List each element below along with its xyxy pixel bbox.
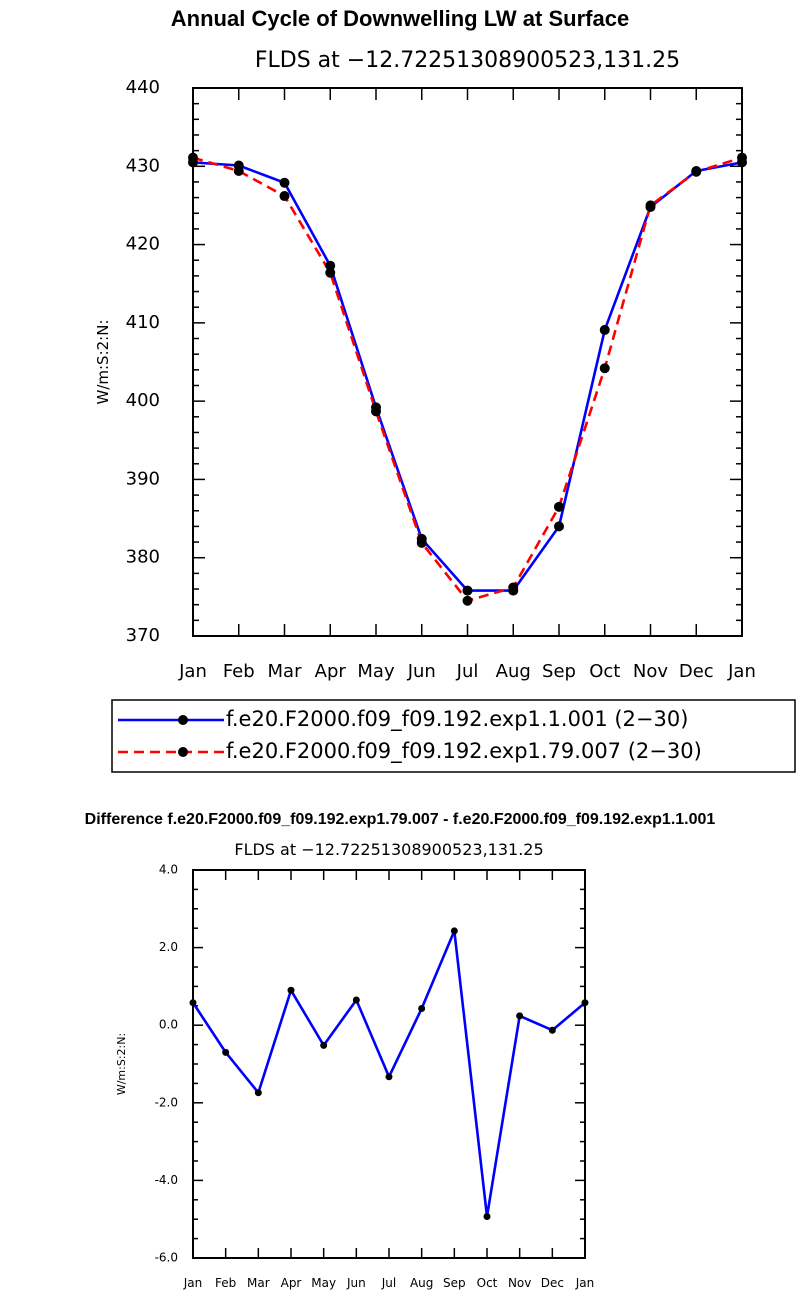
x-tick-label: Jan bbox=[178, 661, 207, 682]
x-tick-label: Dec bbox=[541, 1276, 564, 1290]
series-1-point bbox=[516, 1012, 524, 1020]
series-1-point bbox=[418, 1005, 426, 1013]
x-tick-label: May bbox=[357, 661, 395, 682]
plot-frame bbox=[192, 869, 586, 1259]
x-tick-label: Aug bbox=[496, 661, 531, 682]
chart-1: Annual Cycle of Downwelling LW at Surfac… bbox=[94, 6, 796, 773]
series-2-point bbox=[645, 200, 656, 211]
x-tick-label: Oct bbox=[589, 661, 620, 682]
x-tick-label: Jan bbox=[183, 1276, 203, 1290]
x-tick-label: Jan bbox=[575, 1276, 595, 1290]
y-tick-label: 2.0 bbox=[159, 940, 178, 954]
series-1-point bbox=[320, 1041, 328, 1049]
x-tick-label: Apr bbox=[315, 661, 347, 682]
series-2-point bbox=[462, 595, 473, 606]
legend-label-1: f.e20.F2000.f09_f09.192.exp1.1.001 (2−30… bbox=[226, 707, 688, 732]
x-tick-label: Feb bbox=[215, 1276, 236, 1290]
series-1-point bbox=[385, 1073, 393, 1081]
x-tick-label: Aug bbox=[410, 1276, 433, 1290]
series-1-point bbox=[450, 927, 458, 935]
series-2-point bbox=[188, 152, 198, 163]
series-2-point bbox=[691, 166, 702, 177]
series-1-point bbox=[462, 585, 473, 596]
x-tick-label: Nov bbox=[508, 1276, 531, 1290]
legend-box bbox=[111, 699, 796, 773]
y-tick-label: 430 bbox=[126, 155, 160, 176]
legend-label-2: f.e20.F2000.f09_f09.192.exp1.79.007 (2−3… bbox=[226, 739, 702, 764]
series-2-point bbox=[737, 152, 747, 163]
series-1-point bbox=[352, 996, 360, 1004]
x-tick-label: Jun bbox=[346, 1276, 366, 1290]
series-2-point bbox=[325, 267, 336, 278]
x-tick-label: Jun bbox=[407, 661, 436, 682]
y-tick-label: -6.0 bbox=[155, 1251, 178, 1265]
y-tick-label: 410 bbox=[126, 312, 160, 333]
y-tick-label: 370 bbox=[126, 625, 160, 646]
series-1-point bbox=[287, 986, 295, 994]
series-line-2 bbox=[192, 156, 743, 603]
y-tick-label: -2.0 bbox=[155, 1095, 178, 1109]
series-line-1 bbox=[192, 161, 743, 592]
y-axis-label: W/m:S:2:N: bbox=[115, 1033, 128, 1095]
legend: f.e20.F2000.f09_f09.192.exp1.1.001 (2−30… bbox=[111, 699, 796, 773]
x-tick-label: Nov bbox=[633, 661, 668, 682]
x-tick-label: Mar bbox=[247, 1276, 270, 1290]
series-1-point bbox=[581, 999, 589, 1007]
y-tick-label: 380 bbox=[126, 547, 160, 568]
legend-marker-1 bbox=[178, 715, 188, 725]
plot-frame bbox=[192, 87, 743, 637]
chart-subtitle: FLDS at −12.72251308900523,131.25 bbox=[255, 48, 680, 73]
series-1-point bbox=[554, 521, 564, 532]
y-tick-label: 440 bbox=[126, 77, 160, 98]
series-2-point bbox=[371, 406, 381, 417]
y-tick-label: 400 bbox=[126, 390, 160, 411]
series-1-point bbox=[325, 260, 336, 271]
series-2-point bbox=[599, 363, 610, 374]
series-2-point bbox=[279, 191, 290, 202]
x-tick-label: Mar bbox=[268, 661, 303, 682]
series-2-point bbox=[508, 582, 519, 593]
chart-2: Difference f.e20.F2000.f09_f09.192.exp1.… bbox=[85, 811, 716, 1290]
legend-marker-2 bbox=[178, 747, 188, 757]
series-2-point bbox=[233, 165, 244, 176]
series-2-point bbox=[416, 537, 427, 548]
x-tick-label: May bbox=[311, 1276, 336, 1290]
y-tick-label: 390 bbox=[126, 468, 160, 489]
chart-title: Annual Cycle of Downwelling LW at Surfac… bbox=[171, 6, 629, 31]
x-tick-label: Jul bbox=[381, 1276, 396, 1290]
y-tick-label: 4.0 bbox=[159, 863, 178, 877]
y-axis-label: W/m:S:2:N: bbox=[94, 320, 112, 405]
y-tick-label: -4.0 bbox=[155, 1173, 178, 1187]
x-tick-label: Sep bbox=[542, 661, 576, 682]
series-1-point bbox=[222, 1048, 230, 1056]
x-tick-label: Jan bbox=[727, 661, 756, 682]
series-1-point bbox=[189, 999, 197, 1007]
x-tick-label: Jul bbox=[456, 661, 479, 682]
series-1-point bbox=[548, 1026, 556, 1034]
chart-subtitle: FLDS at −12.72251308900523,131.25 bbox=[234, 840, 543, 859]
chart-title: Difference f.e20.F2000.f09_f09.192.exp1.… bbox=[85, 811, 716, 828]
x-tick-label: Apr bbox=[281, 1276, 302, 1290]
x-tick-label: Dec bbox=[679, 661, 714, 682]
x-tick-label: Oct bbox=[477, 1276, 498, 1290]
series-1-point bbox=[599, 324, 610, 335]
series-1-point bbox=[483, 1212, 491, 1220]
x-tick-label: Feb bbox=[223, 661, 255, 682]
series-1-point bbox=[254, 1089, 262, 1097]
series-1-point bbox=[279, 177, 290, 188]
y-tick-label: 0.0 bbox=[159, 1018, 178, 1032]
series-2-point bbox=[554, 501, 564, 512]
y-tick-label: 420 bbox=[126, 234, 160, 255]
x-tick-label: Sep bbox=[443, 1276, 466, 1290]
